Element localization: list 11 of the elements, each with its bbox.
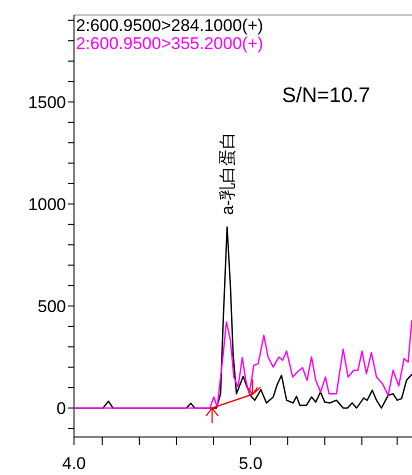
y-tick-label: 1000 bbox=[28, 194, 66, 214]
annotation: S/N=10.7 bbox=[282, 84, 370, 107]
y-tick-label: 500 bbox=[38, 296, 66, 316]
text: 2:600.9500>355.2000(+) bbox=[76, 34, 264, 53]
x-tick-label: 5.0 bbox=[238, 454, 262, 473]
annotation: a-乳白蛋白 bbox=[218, 132, 238, 216]
y-tick-label: 0 bbox=[56, 399, 66, 418]
y-tick-label: 1500 bbox=[28, 92, 66, 112]
x-tick-label: 4.0 bbox=[62, 454, 86, 473]
line-series bbox=[74, 320, 412, 409]
text: 2:600.9500>284.1000(+) bbox=[76, 16, 264, 35]
